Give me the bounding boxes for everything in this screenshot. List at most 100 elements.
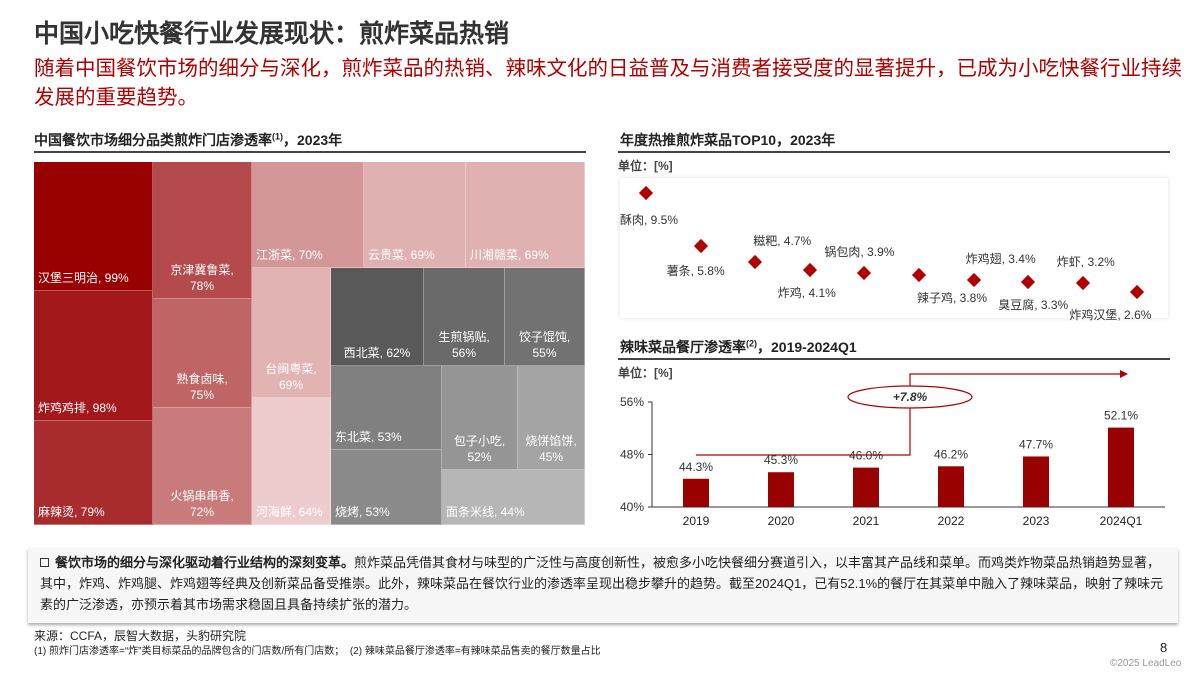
scatter-label: 炸鸡, 4.1% <box>777 286 836 301</box>
growth-arrow <box>696 373 1120 456</box>
x-tick-label: 2023 <box>1023 514 1050 528</box>
treemap-cell: 台闽粤菜, 69% <box>252 268 331 398</box>
growth-label: +7.8% <box>893 390 928 404</box>
treemap-cell-label: 麻辣烫, 79% <box>38 505 105 519</box>
treemap-cell: 西北菜, 62% <box>331 268 424 366</box>
note-bold: 餐饮市场的细分与深化驱动着行业结构的深刻变革。 <box>55 555 355 570</box>
treemap-cell-label: 生煎锅贴, 56% <box>438 330 490 360</box>
bar-value-label: 44.3% <box>679 460 713 474</box>
treemap-cell: 熟食卤味, 75% <box>153 299 252 408</box>
footer: 来源：CCFA，辰智大数据，头豹研究院 (1) 煎炸门店渗透率=“炸”类目标菜品… <box>34 628 601 660</box>
treemap-cell-label: 河海鲜, 64% <box>256 505 323 519</box>
y-tick-label: 40% <box>620 500 644 514</box>
treemap-cell: 河海鲜, 64% <box>252 398 331 525</box>
treemap-cell: 炸鸡鸡排, 98% <box>34 291 153 421</box>
x-tick-label: 2024Q1 <box>1100 514 1143 528</box>
treemap-cell-label: 西北菜, 62% <box>343 346 411 360</box>
x-tick-label: 2022 <box>938 514 965 528</box>
treemap-cell: 川湘赣菜, 69% <box>466 162 585 268</box>
scatter-label: 炸鸡翅, 3.4% <box>965 252 1036 267</box>
bar <box>853 467 879 507</box>
treemap-cell: 东北菜, 53% <box>331 366 442 450</box>
scatter-label: 酥肉, 9.5% <box>620 213 679 227</box>
scatter-label: 薯条, 5.8% <box>666 263 725 278</box>
footnote-1: (1) 煎炸门店渗透率=“炸”类目标菜品的品牌包含的门店数/所有门店数； <box>34 646 345 657</box>
treemap-cell: 京津冀鲁菜, 78% <box>153 162 252 299</box>
scatter-label: 臭豆腐, 3.3% <box>998 297 1069 312</box>
treemap-title-suffix: ，2023年 <box>283 132 343 148</box>
bar-value-label: 52.1% <box>1104 409 1138 423</box>
summary-note: 餐饮市场的细分与深化驱动着行业结构的深刻变革。煎炸菜品凭借其食材与味型的广泛性与… <box>28 548 1178 623</box>
arrow-head-icon <box>1120 370 1128 378</box>
bar-title-suffix: ，2019-2024Q1 <box>757 339 857 355</box>
scatter-title: 年度热推煎炸菜品TOP10，2023年 <box>620 132 836 148</box>
bar <box>683 478 709 507</box>
treemap-cell: 饺子馄饨, 55% <box>505 268 585 366</box>
bar-value-label: 46.0% <box>849 449 883 463</box>
treemap-cell-label: 火锅串串香, 72% <box>170 489 234 519</box>
treemap-cell-label: 川湘赣菜, 69% <box>470 248 549 262</box>
bar-value-label: 46.2% <box>934 447 968 461</box>
x-tick-label: 2021 <box>853 514 880 528</box>
treemap-title: 中国餐饮市场细分品类煎炸门店渗透率(1)，2023年 <box>34 130 342 150</box>
divider <box>618 151 1170 153</box>
treemap-cell-label: 熟食卤味, 75% <box>176 372 228 402</box>
treemap-cell: 包子小吃, 52% <box>442 366 518 470</box>
treemap-cell: 汉堡三明治, 99% <box>34 162 153 291</box>
y-tick-label: 48% <box>620 448 644 462</box>
treemap-chart: 汉堡三明治, 99% 炸鸡鸡排, 98% 麻辣烫, 79% 京津冀鲁菜, 78% 熟食卤… <box>34 162 585 525</box>
treemap-cell-label: 江浙菜, 70% <box>256 248 323 262</box>
x-tick-label: 2019 <box>683 514 710 528</box>
treemap-cell: 江浙菜, 70% <box>252 162 364 268</box>
treemap-cell: 生煎锅贴, 56% <box>424 268 505 366</box>
checkbox-bullet-icon <box>40 558 49 567</box>
treemap-cell-label: 炸鸡鸡排, 98% <box>38 401 117 415</box>
bar-unit: 单位：[%] <box>618 366 673 380</box>
page-subtitle: 随着中国餐饮市场的细分与深化，煎炸菜品的热销、辣味文化的日益普及与消费者接受度的… <box>34 57 1182 109</box>
bar <box>938 466 964 507</box>
treemap-cell-label: 东北菜, 53% <box>335 430 402 444</box>
treemap-cell: 烧饼馅饼, 45% <box>518 366 585 470</box>
bar-value-label: 47.7% <box>1019 437 1053 451</box>
bar-chart: 40% 48% 56% 44.3% 2019 45.3% 2020 46.0% 2021 46.2… <box>620 370 1165 528</box>
treemap-cell-label: 汉堡三明治, 99% <box>38 271 129 285</box>
treemap-cell: 火锅串串香, 72% <box>153 408 252 525</box>
treemap-cell: 面条米线, 44% <box>442 470 585 525</box>
treemap-cell-label: 面条米线, 44% <box>446 505 525 519</box>
scatter-panel <box>620 178 1168 318</box>
page-title: 中国小吃快餐行业发展现状：煎炸菜品热销 <box>34 20 510 48</box>
scatter-label: 炸虾, 3.2% <box>1056 255 1115 270</box>
growth-ellipse <box>847 385 973 409</box>
treemap-cell-label: 包子小吃, 52% <box>453 434 506 464</box>
scatter-label: 炸鸡汉堡, 2.6% <box>1069 307 1152 322</box>
treemap-title-sup: (1) <box>272 131 283 142</box>
treemap-cell-label: 饺子馄饨, 55% <box>518 330 571 360</box>
bar-title-sup: (2) <box>746 338 757 349</box>
treemap-cell-label: 烧饼馅饼, 45% <box>525 434 577 464</box>
x-tick-label: 2020 <box>768 514 795 528</box>
treemap-cell: 麻辣烫, 79% <box>34 421 153 525</box>
note-text: 煎炸菜品凭借其食材与味型的广泛性与高度创新性，被愈多小吃快餐细分赛道引入，以丰富… <box>40 555 1164 612</box>
divider <box>618 358 1170 360</box>
bar-title-text: 辣味菜品餐厅渗透率 <box>620 339 746 355</box>
bar <box>1108 427 1134 507</box>
bar <box>1023 456 1049 507</box>
treemap-cell-label: 台闽粤菜, 69% <box>265 362 317 392</box>
treemap-cell-label: 烧烤, 53% <box>335 505 390 519</box>
y-tick-label: 56% <box>620 395 644 409</box>
footnote-2: (2) 辣味菜品餐厅渗透率=有辣味菜品售卖的餐厅数量占比 <box>349 646 601 657</box>
scatter-unit: 单位：[%] <box>618 159 673 173</box>
scatter-label: 辣子鸡, 3.8% <box>917 290 988 305</box>
scatter-label: 锅包肉, 3.9% <box>824 245 895 260</box>
treemap-cell-label: 京津冀鲁菜, 78% <box>170 263 234 293</box>
treemap-cell: 烧烤, 53% <box>331 450 442 525</box>
source: 来源：CCFA，辰智大数据，头豹研究院 <box>34 629 247 643</box>
divider <box>34 151 586 153</box>
scatter-label: 糍粑, 4.7% <box>753 233 812 248</box>
treemap-cell-label: 云贵菜, 69% <box>368 248 435 262</box>
treemap-title-text: 中国餐饮市场细分品类煎炸门店渗透率 <box>34 132 272 148</box>
page-number: 8 <box>1160 640 1168 655</box>
copyright: ©2025 LeadLeo <box>1110 658 1182 669</box>
bar-title: 辣味菜品餐厅渗透率(2)，2019-2024Q1 <box>620 337 857 357</box>
bar-value-label: 45.3% <box>764 453 798 467</box>
